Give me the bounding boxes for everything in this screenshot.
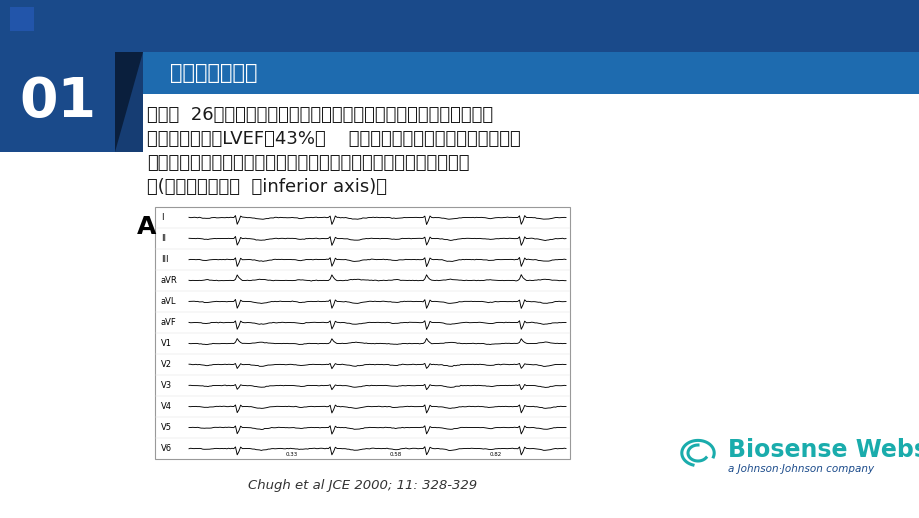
Text: V6: V6 xyxy=(161,444,172,453)
Bar xyxy=(115,52,919,518)
Text: 心律失常的危害: 心律失常的危害 xyxy=(170,63,257,83)
Text: aVR: aVR xyxy=(161,276,177,285)
Text: Biosense Webster.: Biosense Webster. xyxy=(727,438,919,462)
Text: V1: V1 xyxy=(161,339,172,348)
Text: III: III xyxy=(161,255,168,264)
Text: a Johnson·Johnson company: a Johnson·Johnson company xyxy=(727,464,873,474)
Text: 0.58: 0.58 xyxy=(389,452,402,457)
Text: V2: V2 xyxy=(161,360,172,369)
Bar xyxy=(0,0,919,52)
Bar xyxy=(10,7,34,31)
Bar xyxy=(142,52,919,94)
Text: aVF: aVF xyxy=(161,318,176,327)
Bar xyxy=(0,94,919,518)
Text: V4: V4 xyxy=(161,402,172,411)
Text: I: I xyxy=(161,213,164,222)
Polygon shape xyxy=(115,52,142,152)
Text: 0.82: 0.82 xyxy=(489,452,501,457)
Bar xyxy=(0,52,115,152)
Text: V3: V3 xyxy=(161,381,172,390)
Bar xyxy=(154,207,570,459)
Text: 搏(左束支传导阻滞  ，inferior axis)。: 搏(左束支传导阻滞 ，inferior axis)。 xyxy=(147,178,387,196)
Text: 01: 01 xyxy=(19,75,96,129)
Text: Chugh et al JCE 2000; 11: 328-329: Chugh et al JCE 2000; 11: 328-329 xyxy=(247,479,477,492)
Text: II: II xyxy=(161,234,165,243)
Text: ５６０００个室性早搏。室性早搏起源于右室流出道间隔部的室性早: ５６０００个室性早搏。室性早搏起源于右室流出道间隔部的室性早 xyxy=(147,154,469,172)
Text: aVL: aVL xyxy=(161,297,176,306)
Text: 0.33: 0.33 xyxy=(286,452,298,457)
Text: V5: V5 xyxy=(161,423,172,432)
Polygon shape xyxy=(115,52,142,152)
Text: A: A xyxy=(137,215,156,239)
Text: 扩张性心肌病及LVEF：43%；    心脏监示：２４小时有２５０００到: 扩张性心肌病及LVEF：43%； 心脏监示：２４小时有２５０００到 xyxy=(147,130,520,148)
Text: 病例：  26岁女性以心悸，易疲劳以及心功能低下入院；心脏彩超显示: 病例： 26岁女性以心悸，易疲劳以及心功能低下入院；心脏彩超显示 xyxy=(147,106,493,124)
